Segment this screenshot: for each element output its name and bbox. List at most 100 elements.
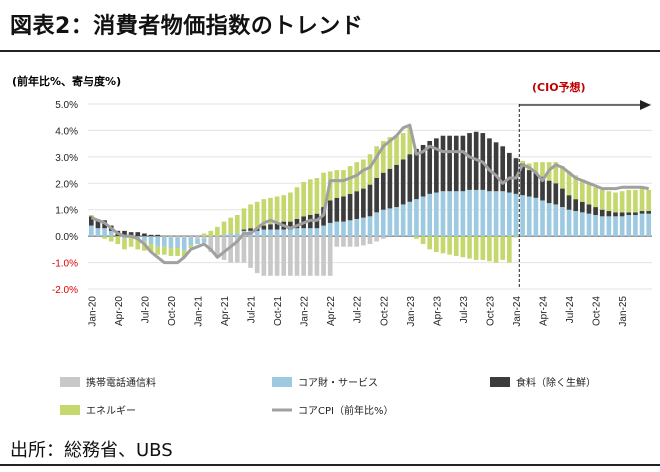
bar-energy xyxy=(248,204,253,229)
bar-core xyxy=(639,213,645,237)
bar-core xyxy=(288,229,293,237)
bar-energy xyxy=(420,236,426,245)
x-tick-label: Apr-20 xyxy=(114,296,125,326)
bar-energy xyxy=(347,166,353,194)
bar-energy xyxy=(447,236,452,255)
bar-energy xyxy=(407,127,413,155)
bar-energy xyxy=(135,238,141,250)
bar-energy xyxy=(387,137,393,169)
bar-energy xyxy=(586,183,592,205)
bar-food xyxy=(447,135,452,192)
x-tick-label: Jan-21 xyxy=(193,296,204,327)
bar-energy xyxy=(566,171,572,196)
x-tick-label: Jan-24 xyxy=(512,296,523,327)
bar-phone xyxy=(175,236,180,238)
bar-core xyxy=(526,196,532,237)
bar-energy xyxy=(215,226,220,237)
bar-food xyxy=(467,133,472,190)
bar-energy xyxy=(254,201,260,229)
y-tick-label: 1.0% xyxy=(55,206,78,217)
bar-energy xyxy=(580,179,585,202)
bar-phone xyxy=(361,236,366,246)
legend-label: エネルギー xyxy=(86,405,136,417)
bar-energy xyxy=(493,236,499,263)
bar-core xyxy=(394,207,399,237)
bar-food xyxy=(566,195,572,210)
bar-core xyxy=(108,230,114,237)
bar-core xyxy=(473,189,479,237)
bar-core xyxy=(606,216,612,237)
bar-phone xyxy=(281,236,287,276)
bar-phone xyxy=(367,236,373,245)
bar-phone xyxy=(380,236,386,239)
bar-food xyxy=(367,184,373,217)
bar-energy xyxy=(175,248,180,256)
bar-food xyxy=(586,204,592,214)
bar-core xyxy=(387,208,393,237)
y-tick-label: -1.0% xyxy=(52,259,78,270)
source-note: 出所：総務省、UBS xyxy=(10,440,173,461)
x-tick-label: Jan-22 xyxy=(300,296,311,327)
bar-food xyxy=(327,200,333,223)
bar-energy xyxy=(294,187,300,219)
bar-food xyxy=(500,146,506,192)
x-tick-label: Jan-20 xyxy=(87,296,98,327)
bar-food xyxy=(619,212,625,217)
bar-phone xyxy=(181,236,187,238)
bar-core xyxy=(507,192,512,237)
bar-food xyxy=(526,170,532,197)
bar-food xyxy=(599,209,605,217)
bar-core xyxy=(347,220,353,237)
bar-energy xyxy=(639,187,645,212)
bar-food xyxy=(560,188,565,208)
bar-energy xyxy=(108,236,114,242)
bar-core xyxy=(493,191,499,237)
x-tick-label: Oct-23 xyxy=(485,296,496,326)
bar-core xyxy=(453,191,459,237)
bar-energy xyxy=(619,191,625,213)
bar-phone xyxy=(168,236,174,238)
bar-phone xyxy=(347,236,353,247)
bar-core xyxy=(168,237,174,249)
bar-phone xyxy=(261,236,267,276)
bar-core xyxy=(546,203,552,237)
core-cpi-line xyxy=(90,123,649,265)
bar-food xyxy=(593,207,598,215)
bar-phone xyxy=(321,236,326,276)
bar-energy xyxy=(274,196,280,223)
bar-core xyxy=(619,216,625,237)
bar-energy xyxy=(606,191,612,212)
bar-core xyxy=(88,225,94,237)
bar-food xyxy=(274,222,280,230)
bar-core xyxy=(427,193,433,237)
bar-energy xyxy=(560,166,565,189)
bar-energy xyxy=(281,195,287,222)
bar-food xyxy=(626,212,632,215)
bar-core xyxy=(161,236,167,247)
bar-energy xyxy=(400,133,406,160)
bar-energy xyxy=(115,236,121,245)
bar-food xyxy=(374,178,379,213)
bar-energy xyxy=(473,236,479,260)
bar-food xyxy=(135,232,141,237)
bar-core xyxy=(327,222,333,237)
bar-phone xyxy=(301,236,306,276)
bar-food xyxy=(248,228,253,231)
bar-energy xyxy=(155,246,160,255)
bar-food xyxy=(493,142,499,192)
bar-core xyxy=(646,213,652,237)
bar-core xyxy=(155,236,160,247)
bar-energy xyxy=(334,170,340,198)
legend-label: 携帯電話通信料 xyxy=(86,376,156,389)
bar-core xyxy=(500,191,506,237)
bar-phone xyxy=(195,236,200,239)
bar-energy xyxy=(453,236,459,256)
bar-core xyxy=(573,211,579,237)
bar-food xyxy=(347,193,353,221)
bar-core xyxy=(374,212,379,237)
bar-core xyxy=(228,233,233,237)
bar-core xyxy=(181,237,187,251)
x-tick-label: Jan-23 xyxy=(406,296,417,327)
bar-food xyxy=(553,183,559,205)
